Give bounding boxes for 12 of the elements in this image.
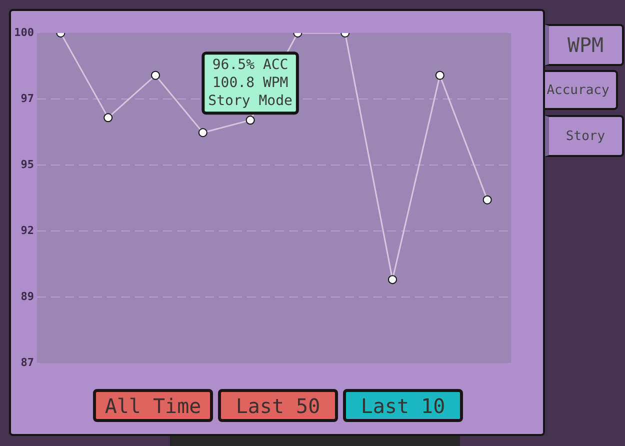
annotation: 96.5% ACC 100.8 WPM Story Mode (208, 56, 292, 109)
y-tick-label: 97 (20, 92, 34, 105)
y-tick-label: 92 (20, 224, 34, 237)
text: WPM (543, 24, 624, 66)
text: All Time (93, 389, 213, 422)
y-tick-label: 87 (20, 356, 34, 369)
y-tick-label: 100 (14, 26, 34, 39)
y-tick-label: 89 (20, 290, 34, 303)
text: Last 10 (343, 389, 463, 422)
text: Last 50 (218, 389, 338, 422)
text: Story (543, 115, 624, 157)
y-tick-label: 95 (20, 158, 34, 171)
